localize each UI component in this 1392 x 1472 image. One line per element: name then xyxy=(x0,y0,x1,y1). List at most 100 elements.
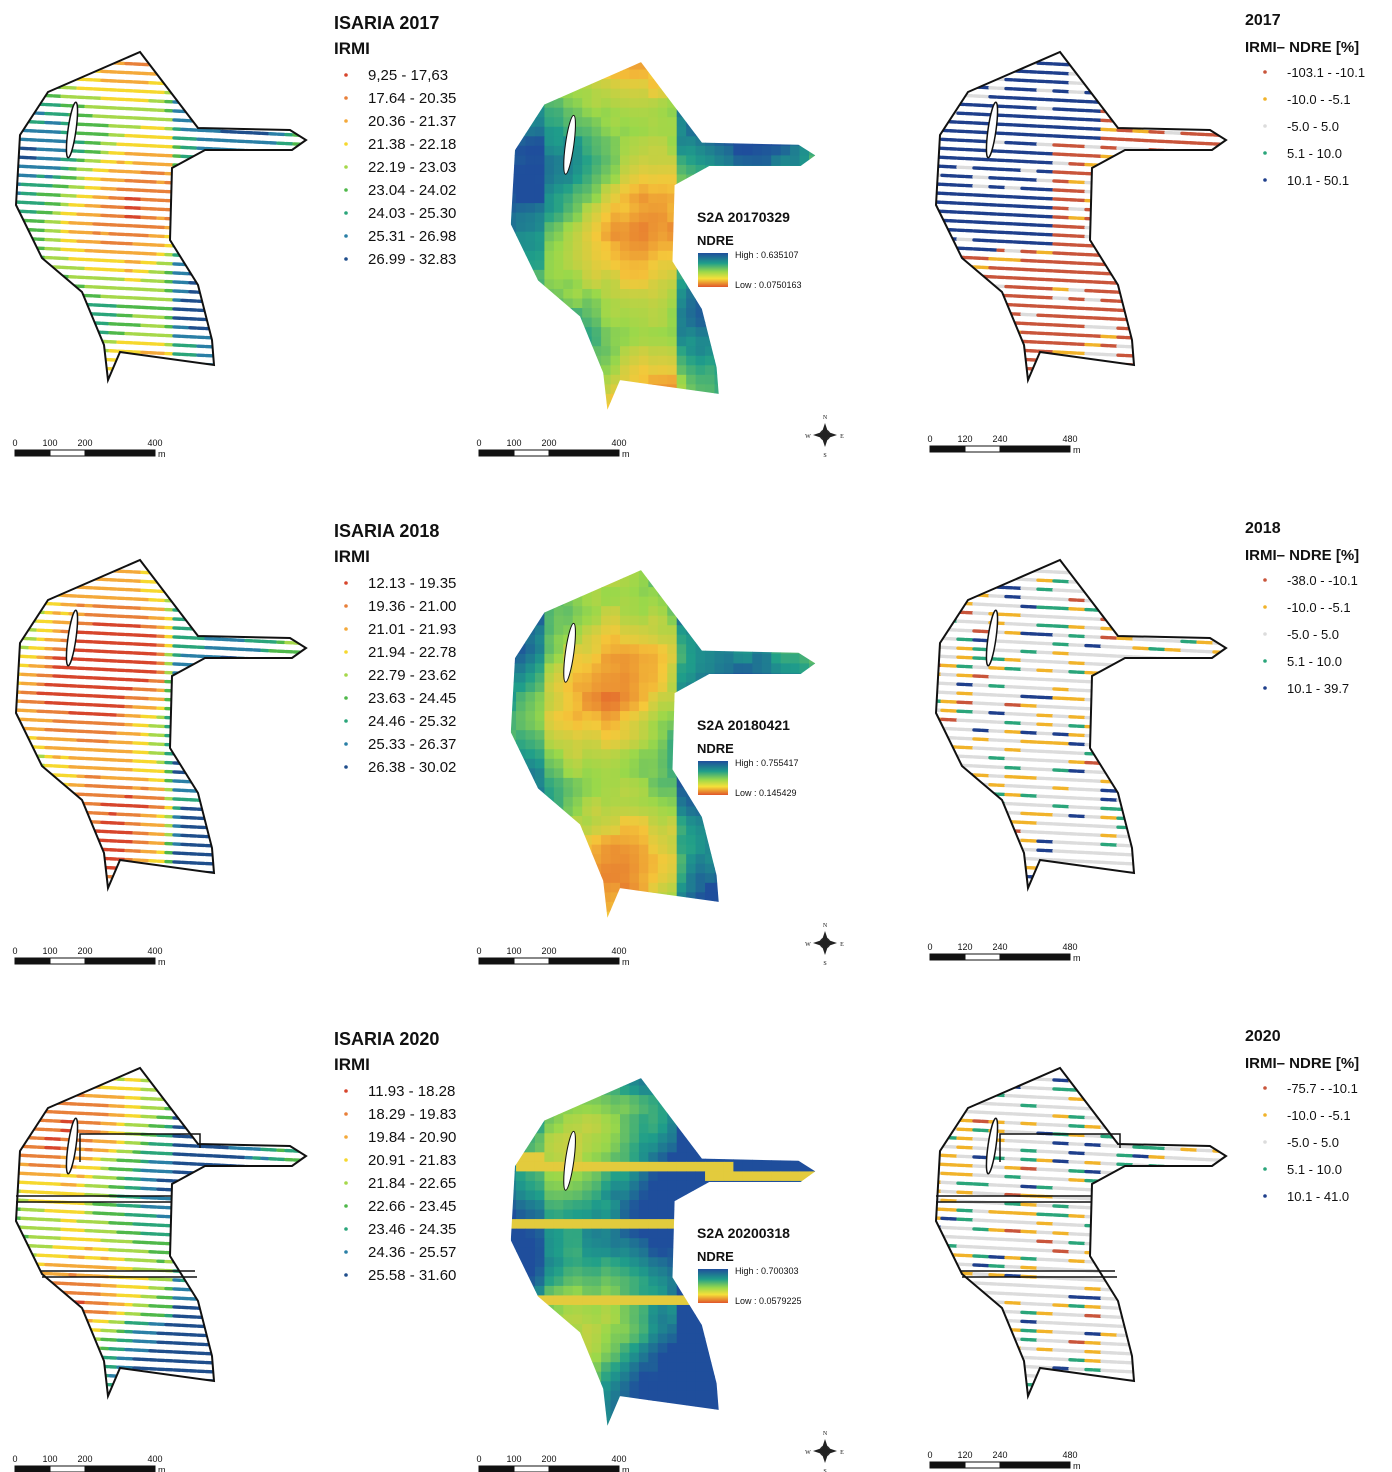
raster-cell xyxy=(809,164,816,175)
raster-cell xyxy=(818,213,828,223)
raster-cell xyxy=(667,279,678,290)
raster-cell xyxy=(610,384,621,395)
raster-cell xyxy=(510,98,517,109)
raster-cell xyxy=(723,193,734,204)
raster-cell xyxy=(525,79,536,90)
raster-cell xyxy=(809,88,816,99)
raster-cell xyxy=(610,346,621,357)
raster-cell xyxy=(648,241,659,252)
raster-cell xyxy=(629,69,640,80)
raster-cell xyxy=(516,298,526,309)
raster-cell xyxy=(544,355,555,366)
raster-cell xyxy=(752,288,763,299)
raster-cell xyxy=(544,117,555,128)
legend-title: ISARIA 2017 xyxy=(334,13,439,33)
raster-cell xyxy=(818,127,828,137)
raster-cell xyxy=(723,336,734,347)
raster-cell xyxy=(742,384,753,395)
raster-cell xyxy=(601,288,611,299)
raster-cell xyxy=(553,231,564,242)
raster-cell xyxy=(629,88,640,99)
raster-cell xyxy=(790,374,800,385)
raster-cell xyxy=(657,231,668,242)
raster-cell xyxy=(761,374,772,385)
raster-cell xyxy=(657,212,668,223)
raster-cell xyxy=(620,365,630,376)
scale-label: 200 xyxy=(77,438,92,448)
raster-cell xyxy=(742,336,753,347)
raster-cell xyxy=(676,231,687,242)
raster-cell xyxy=(705,327,715,338)
raster-cell xyxy=(510,222,517,233)
s2-map xyxy=(510,62,828,423)
raster-cell xyxy=(620,298,630,309)
raster-cell xyxy=(553,164,564,175)
raster-cell xyxy=(733,393,744,404)
legend-label: -10.0 - -5.1 xyxy=(1287,92,1351,107)
raster-cell xyxy=(780,184,791,194)
raster-cell xyxy=(553,250,564,261)
raster-cell xyxy=(638,403,649,410)
legend-swatch xyxy=(344,96,348,100)
raster-cell xyxy=(544,250,555,261)
raster-cell xyxy=(620,336,630,347)
scale-bar-segment xyxy=(478,449,515,457)
raster-cell xyxy=(695,79,706,90)
raster-cell xyxy=(648,355,659,366)
raster-cell xyxy=(629,327,640,338)
raster-cell xyxy=(620,107,630,118)
raster-cell xyxy=(780,384,791,395)
raster-cell xyxy=(572,193,583,204)
raster-cell xyxy=(534,250,545,261)
raster-cell xyxy=(582,136,593,147)
raster-cell xyxy=(553,107,564,118)
raster-cell xyxy=(620,98,630,109)
raster-cell xyxy=(733,79,744,90)
raster-cell xyxy=(534,212,545,223)
raster-cell xyxy=(544,308,555,319)
scale-unit: m xyxy=(1073,445,1081,455)
raster-cell xyxy=(733,126,744,137)
raster-cell xyxy=(638,193,649,204)
raster-cell xyxy=(780,164,791,175)
raster-cell xyxy=(790,79,800,90)
raster-cell xyxy=(525,365,536,376)
raster-cell xyxy=(620,279,630,290)
raster-cell xyxy=(761,403,772,410)
raster-cell xyxy=(809,69,816,80)
raster-cell xyxy=(809,174,816,185)
raster-cell xyxy=(686,107,697,118)
raster-cell xyxy=(818,260,828,270)
raster-cell xyxy=(733,88,744,99)
raster-cell xyxy=(591,403,602,410)
raster-cell xyxy=(553,317,564,328)
raster-cell xyxy=(638,145,649,156)
raster-cell xyxy=(780,117,791,128)
raster-cell xyxy=(657,126,668,137)
raster-cell xyxy=(705,184,715,194)
raster-cell xyxy=(620,203,630,214)
raster-cell xyxy=(818,375,828,385)
raster-cell xyxy=(790,222,800,233)
raster-cell xyxy=(525,241,536,252)
raster-cell xyxy=(752,384,763,395)
raster-cell xyxy=(686,393,697,404)
raster-cell xyxy=(554,413,564,423)
raster-cell xyxy=(629,79,640,90)
raster-cell xyxy=(809,374,816,385)
raster-cell xyxy=(771,298,782,309)
raster-cell xyxy=(638,355,649,366)
raster-cell xyxy=(799,241,810,252)
raster-cell xyxy=(657,288,668,299)
raster-cell xyxy=(686,279,697,290)
raster-cell xyxy=(629,222,640,233)
raster-cell xyxy=(780,260,791,271)
raster-cell xyxy=(525,145,536,156)
raster-cell xyxy=(563,62,574,70)
raster-cell xyxy=(695,298,706,309)
raster-cell xyxy=(818,89,828,99)
raster-cell xyxy=(535,413,545,423)
raster-cell xyxy=(799,365,810,376)
raster-cell xyxy=(657,136,668,147)
raster-cell xyxy=(563,88,574,99)
